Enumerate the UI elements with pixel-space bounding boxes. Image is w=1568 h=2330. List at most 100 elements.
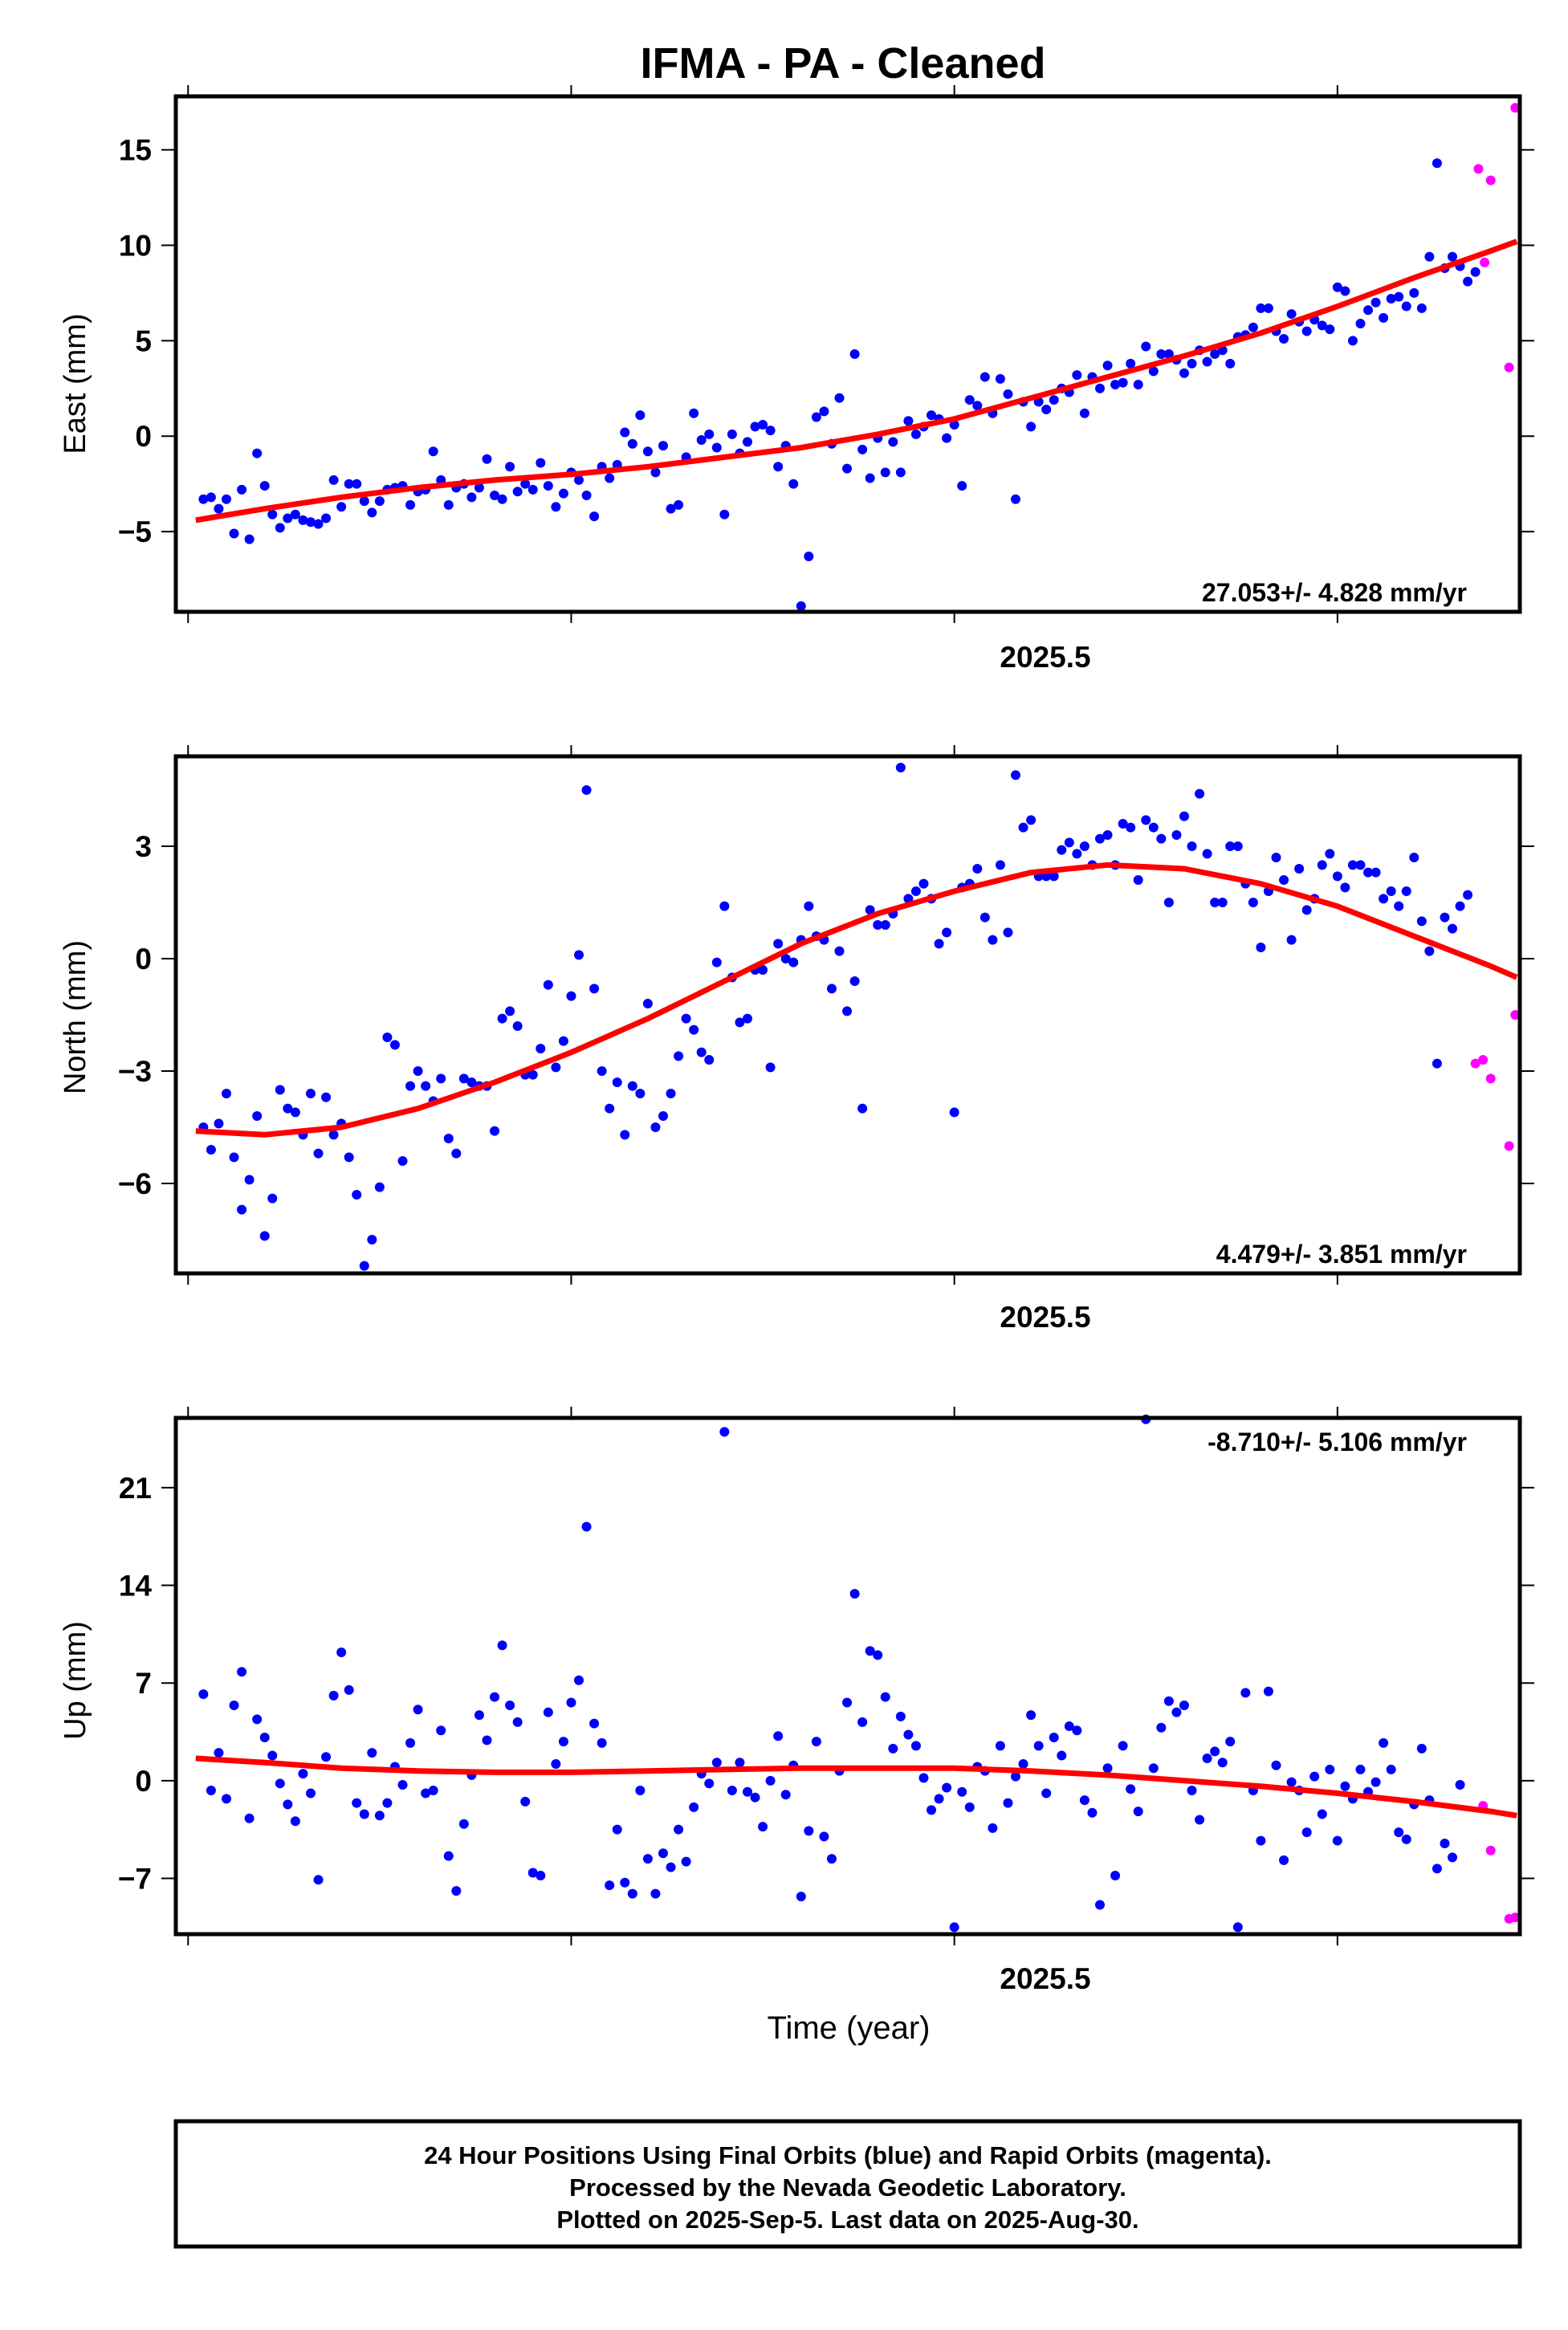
east-final-orbit-point bbox=[1463, 276, 1473, 287]
up-final-orbit-point bbox=[252, 1714, 263, 1725]
up-final-orbit-point bbox=[903, 1729, 914, 1740]
up-final-orbit-point bbox=[428, 1786, 438, 1796]
east-rapid-orbit-point bbox=[1473, 164, 1484, 174]
east-final-orbit-point bbox=[642, 446, 653, 457]
north-final-orbit-point bbox=[558, 1036, 568, 1046]
east-final-orbit-point bbox=[1448, 251, 1458, 262]
up-final-orbit-point bbox=[336, 1647, 347, 1657]
up-final-orbit-point bbox=[1195, 1815, 1205, 1825]
chart-title: IFMA - PA - Cleaned bbox=[640, 39, 1045, 88]
east-final-orbit-point bbox=[1386, 294, 1396, 304]
up-final-orbit-point bbox=[605, 1880, 615, 1891]
footer-line-3: Plotted on 2025-Sep-5. Last data on 2025… bbox=[556, 2206, 1138, 2234]
up-final-orbit-point bbox=[451, 1886, 462, 1896]
up-x-tick-label: 2025.5 bbox=[1000, 1962, 1090, 1995]
up-final-orbit-point bbox=[1049, 1732, 1059, 1742]
up-final-orbit-point bbox=[1401, 1834, 1411, 1844]
north-final-orbit-point bbox=[543, 980, 553, 990]
north-final-orbit-point bbox=[1347, 860, 1358, 870]
north-final-orbit-point bbox=[305, 1089, 316, 1098]
east-final-orbit-point bbox=[267, 509, 278, 519]
east-final-orbit-point bbox=[1079, 408, 1089, 418]
north-final-orbit-point bbox=[1386, 886, 1396, 896]
up-final-orbit-point bbox=[244, 1813, 255, 1823]
north-final-orbit-point bbox=[458, 1073, 469, 1084]
up-final-orbit-point bbox=[397, 1780, 408, 1790]
up-final-orbit-point bbox=[620, 1877, 630, 1888]
north-final-orbit-point bbox=[1379, 894, 1389, 904]
north-final-orbit-point bbox=[344, 1152, 354, 1163]
east-final-orbit-point bbox=[1011, 494, 1021, 504]
north-final-orbit-point bbox=[780, 954, 791, 963]
north-final-orbit-point bbox=[620, 1130, 630, 1140]
north-final-orbit-point bbox=[374, 1182, 385, 1192]
north-y-tick-label: 0 bbox=[135, 943, 152, 976]
up-final-orbit-point bbox=[658, 1848, 668, 1859]
up-final-orbit-point bbox=[857, 1717, 868, 1727]
east-final-orbit-point bbox=[1225, 358, 1236, 369]
up-final-orbit-point bbox=[642, 1854, 653, 1864]
up-final-orbit-point bbox=[1079, 1795, 1089, 1806]
east-y-axis-label: East (mm) bbox=[59, 313, 92, 454]
north-final-orbit-point bbox=[267, 1193, 278, 1204]
north-final-orbit-point bbox=[397, 1156, 408, 1166]
east-final-orbit-point bbox=[1041, 404, 1052, 414]
east-final-orbit-point bbox=[979, 372, 990, 382]
east-final-orbit-point bbox=[796, 601, 806, 611]
up-final-orbit-point bbox=[1240, 1688, 1251, 1698]
up-final-orbit-point bbox=[1011, 1771, 1021, 1782]
up-final-orbit-point bbox=[1455, 1780, 1465, 1790]
north-rapid-orbit-point bbox=[1504, 1141, 1514, 1151]
east-final-orbit-point bbox=[1202, 356, 1212, 367]
east-final-orbit-point bbox=[995, 373, 1005, 384]
up-trend-line bbox=[195, 1755, 1517, 1819]
up-final-orbit-point bbox=[1217, 1758, 1228, 1768]
north-final-orbit-point bbox=[1225, 841, 1236, 851]
up-final-orbit-point bbox=[436, 1725, 446, 1736]
north-final-orbit-point bbox=[1171, 830, 1182, 840]
east-final-orbit-point bbox=[551, 502, 561, 512]
east-final-orbit-point bbox=[927, 410, 937, 421]
north-final-orbit-point bbox=[1202, 849, 1212, 859]
north-final-orbit-point bbox=[635, 1089, 646, 1098]
east-y-tick-label: 15 bbox=[119, 134, 152, 167]
north-final-orbit-point bbox=[214, 1118, 224, 1129]
north-rate-annotation: 4.479+/- 3.851 mm/yr bbox=[1216, 1240, 1467, 1269]
up-final-orbit-point bbox=[305, 1788, 316, 1798]
north-final-orbit-point bbox=[1094, 833, 1105, 844]
up-final-orbit-point bbox=[589, 1718, 600, 1729]
north-final-orbit-point bbox=[405, 1081, 416, 1091]
east-final-orbit-point bbox=[313, 519, 324, 529]
up-final-orbit-point bbox=[888, 1743, 898, 1754]
up-final-orbit-point bbox=[1379, 1737, 1389, 1748]
east-final-orbit-point bbox=[1072, 370, 1082, 381]
up-final-orbit-point bbox=[1210, 1746, 1220, 1757]
up-final-orbit-point bbox=[551, 1758, 561, 1769]
up-final-orbit-point bbox=[842, 1697, 853, 1708]
north-final-orbit-point bbox=[566, 991, 576, 1001]
east-rapid-orbit-point bbox=[1510, 103, 1521, 113]
up-final-orbit-point bbox=[1301, 1827, 1312, 1838]
up-final-orbit-point bbox=[1340, 1781, 1350, 1791]
east-final-orbit-point bbox=[719, 509, 730, 519]
up-final-orbit-point bbox=[1148, 1763, 1159, 1774]
east-final-orbit-point bbox=[1049, 395, 1059, 405]
east-final-orbit-point bbox=[811, 412, 821, 422]
east-rate-annotation: 27.053+/- 4.828 mm/yr bbox=[1202, 578, 1467, 607]
up-rapid-orbit-point bbox=[1485, 1845, 1496, 1855]
north-final-orbit-point bbox=[443, 1134, 454, 1143]
up-final-orbit-point bbox=[574, 1675, 584, 1685]
up-final-orbit-point bbox=[750, 1792, 760, 1802]
east-final-orbit-point bbox=[497, 494, 507, 504]
up-final-orbit-point bbox=[374, 1811, 385, 1821]
north-final-orbit-point bbox=[1232, 841, 1243, 851]
north-final-orbit-point bbox=[512, 1021, 523, 1031]
up-final-orbit-point bbox=[811, 1737, 821, 1747]
up-final-orbit-point bbox=[543, 1707, 553, 1717]
east-final-orbit-point bbox=[474, 483, 484, 493]
east-final-orbit-point bbox=[942, 433, 952, 443]
up-final-orbit-point bbox=[988, 1823, 998, 1833]
up-final-orbit-point bbox=[1118, 1741, 1128, 1751]
east-final-orbit-point bbox=[298, 515, 308, 525]
up-final-orbit-point bbox=[512, 1717, 523, 1727]
